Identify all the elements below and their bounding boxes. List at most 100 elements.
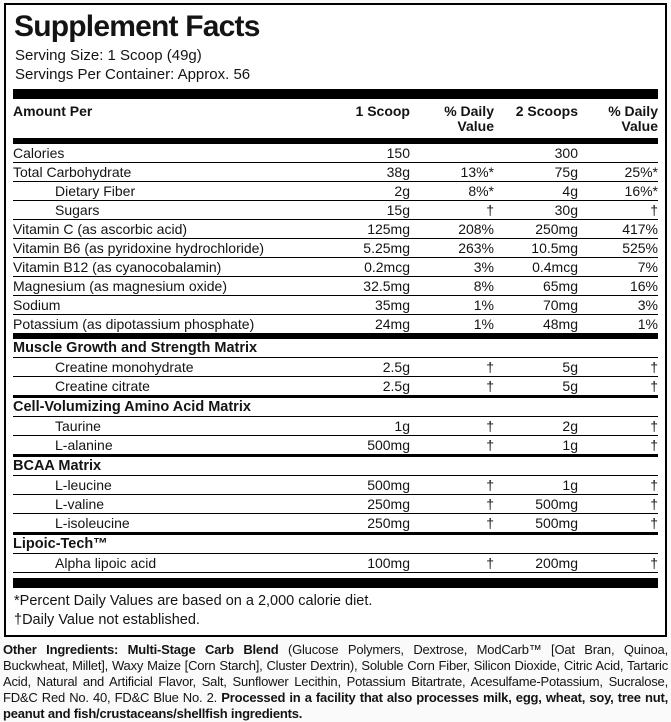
daily-value-1-scoop: † bbox=[486, 359, 494, 375]
daily-value-2-scoops: 3% bbox=[637, 297, 658, 313]
other-ingredients-paragraph: Other Ingredients: Multi-Stage Carb Blen… bbox=[3, 642, 668, 722]
daily-value-2-scoops: † bbox=[650, 555, 658, 571]
amount-2-scoops: 30g bbox=[554, 202, 578, 218]
daily-value-1-scoop: † bbox=[486, 477, 494, 493]
table-row: Magnesium (as magnesium oxide) 32.5mg 8% 65… bbox=[13, 277, 658, 296]
ingredient-name: Dietary Fiber bbox=[55, 183, 136, 199]
table-row: Taurine 1g † 2g † bbox=[13, 417, 658, 436]
page-title: Supplement Facts bbox=[14, 10, 260, 43]
supplement-facts-panel: Supplement Facts Serving Size: 1 Scoop (… bbox=[4, 3, 667, 637]
amount-2-scoops: 5g bbox=[562, 378, 578, 394]
amount-1-scoop: 5.25mg bbox=[363, 240, 410, 256]
nutrient-table: Calories 150 300 Total Carbohydrate 38g 13%* 7… bbox=[13, 144, 658, 573]
amount-1-scoop: 0.2mcg bbox=[364, 259, 410, 275]
amount-2-scoops: 500mg bbox=[535, 515, 578, 531]
section-header-row: Muscle Growth and Strength Matrix bbox=[13, 339, 658, 358]
table-row: Sugars 15g † 30g † bbox=[13, 201, 658, 220]
amount-2-scoops: 4g bbox=[562, 183, 578, 199]
daily-value-1-scoop: † bbox=[486, 437, 494, 453]
ingredient-name: Potassium (as dipotassium phosphate) bbox=[13, 316, 255, 332]
amount-2-scoops: 70mg bbox=[542, 297, 578, 313]
ingredient-name: L-isoleucine bbox=[55, 515, 130, 531]
amount-1-scoop: 2.5g bbox=[382, 378, 410, 394]
daily-value-1-scoop: † bbox=[486, 496, 494, 512]
serving-size: Serving Size: 1 Scoop (49g) bbox=[15, 47, 202, 64]
amount-1-scoop: 150 bbox=[386, 145, 410, 161]
ingredient-name: L-valine bbox=[55, 496, 105, 512]
ingredient-name: Vitamin C (as ascorbic acid) bbox=[13, 221, 188, 237]
table-row: Creatine monohydrate 2.5g † 5g † bbox=[13, 358, 658, 377]
table-row: Dietary Fiber 2g 8%* 4g 16%* bbox=[13, 182, 658, 201]
daily-value-2-scoops: 417% bbox=[622, 221, 658, 237]
amount-2-scoops: 250mg bbox=[535, 221, 578, 237]
amount-2-scoops: 200mg bbox=[535, 555, 578, 571]
amount-1-scoop: 32.5mg bbox=[363, 278, 410, 294]
daily-value-2-scoops: 25%* bbox=[624, 164, 658, 180]
supplement-label-page: Supplement Facts Serving Size: 1 Scoop (… bbox=[0, 3, 671, 722]
ingredient-name: Vitamin B12 (as cyanocobalamin) bbox=[13, 259, 222, 275]
amount-2-scoops: 1g bbox=[562, 437, 578, 453]
daily-value-1-scoop: 1% bbox=[473, 316, 494, 332]
section-header-row: BCAA Matrix bbox=[13, 455, 658, 476]
ingredient-name: Lipoic-Tech™ bbox=[13, 536, 108, 552]
table-row: Sodium 35mg 1% 70mg 3% bbox=[13, 296, 658, 315]
daily-value-2-scoops: † bbox=[650, 477, 658, 493]
column-header-amount-per: Amount Per bbox=[13, 103, 93, 119]
other-ingredients-bold-text: Other Ingredients: Multi-Stage Carb Blen… bbox=[3, 642, 288, 657]
table-row: Alpha lipoic acid 100mg † 200mg † bbox=[13, 554, 658, 573]
amount-1-scoop: 15g bbox=[386, 202, 410, 218]
amount-1-scoop: 125mg bbox=[367, 221, 410, 237]
amount-1-scoop: 2g bbox=[394, 183, 410, 199]
divider-bar-bottom bbox=[13, 578, 658, 588]
divider-bar-header bbox=[13, 138, 658, 144]
daily-value-1-scoop: 13%* bbox=[460, 164, 494, 180]
divider-bar-top bbox=[13, 89, 658, 99]
daily-value-1-scoop: 8% bbox=[473, 278, 494, 294]
amount-1-scoop: 250mg bbox=[367, 515, 410, 531]
table-header-row: Amount Per 1 Scoop % Daily Value 2 Scoop… bbox=[13, 99, 658, 138]
amount-1-scoop: 24mg bbox=[374, 316, 410, 332]
daily-value-2-scoops: † bbox=[650, 378, 658, 394]
daily-value-1-scoop: † bbox=[486, 378, 494, 394]
amount-2-scoops: 0.4mcg bbox=[532, 259, 578, 275]
servings-per-container: Servings Per Container: Approx. 56 bbox=[15, 66, 251, 83]
ingredient-name: Sodium bbox=[13, 297, 61, 313]
amount-1-scoop: 250mg bbox=[367, 496, 410, 512]
amount-1-scoop: 1g bbox=[394, 418, 410, 434]
ingredient-name: L-alanine bbox=[55, 437, 113, 453]
amount-2-scoops: 2g bbox=[562, 418, 578, 434]
ingredient-name: L-leucine bbox=[55, 477, 112, 493]
section-header-row: Lipoic-Tech™ bbox=[13, 533, 658, 554]
amount-1-scoop: 35mg bbox=[374, 297, 410, 313]
amount-1-scoop: 500mg bbox=[367, 477, 410, 493]
amount-2-scoops: 1g bbox=[562, 477, 578, 493]
daily-value-2-scoops: † bbox=[650, 359, 658, 375]
daily-value-2-scoops: † bbox=[650, 437, 658, 453]
ingredient-name: Calories bbox=[13, 145, 65, 161]
daily-value-1-scoop: 8%* bbox=[468, 183, 494, 199]
amount-1-scoop: 100mg bbox=[367, 555, 410, 571]
ingredient-name: Taurine bbox=[55, 418, 101, 434]
table-row: Vitamin C (as ascorbic acid) 125mg 208% 250… bbox=[13, 220, 658, 239]
table-row: Potassium (as dipotassium phosphate) 24mg… bbox=[13, 315, 658, 339]
table-row: Total Carbohydrate 38g 13%* 75g 25%* bbox=[13, 163, 658, 182]
daily-value-2-scoops: 525% bbox=[622, 240, 658, 256]
table-row: Creatine citrate 2.5g † 5g † bbox=[13, 377, 658, 396]
daily-value-1-scoop: 208% bbox=[458, 221, 494, 237]
table-row: L-alanine 500mg † 1g † bbox=[13, 436, 658, 455]
amount-2-scoops: 5g bbox=[562, 359, 578, 375]
amount-1-scoop: 38g bbox=[386, 164, 410, 180]
daily-value-2-scoops: 7% bbox=[637, 259, 658, 275]
table-row: Vitamin B12 (as cyanocobalamin) 0.2mcg 3% 0… bbox=[13, 258, 658, 277]
column-header-1-scoop: 1 Scoop bbox=[355, 103, 410, 119]
ingredient-name: BCAA Matrix bbox=[13, 458, 102, 474]
ingredient-name: Creatine citrate bbox=[55, 378, 150, 394]
section-header-row: Cell-Volumizing Amino Acid Matrix bbox=[13, 396, 658, 417]
ingredient-name: Cell-Volumizing Amino Acid Matrix bbox=[13, 399, 251, 415]
column-header-2-scoops: 2 Scoops bbox=[515, 103, 578, 119]
ingredient-name: Sugars bbox=[55, 202, 100, 218]
amount-2-scoops: 500mg bbox=[535, 496, 578, 512]
table-row: Vitamin B6 (as pyridoxine hydrochloride)… bbox=[13, 239, 658, 258]
amount-1-scoop: 500mg bbox=[367, 437, 410, 453]
daily-value-1-scoop: † bbox=[486, 418, 494, 434]
